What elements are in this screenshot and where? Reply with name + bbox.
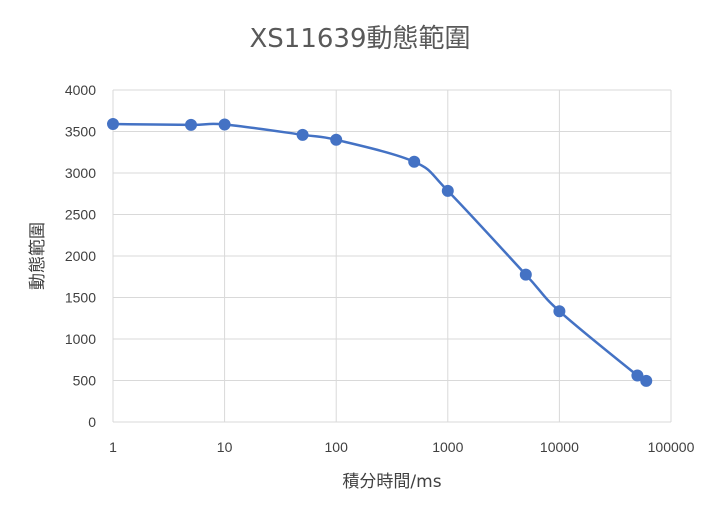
- y-tick-label: 500: [73, 373, 97, 389]
- x-axis-ticks: 1 10 100 1000 10000 100000: [109, 439, 694, 455]
- data-point: [330, 133, 343, 146]
- data-point: [296, 128, 309, 141]
- x-tick-label: 10: [217, 439, 233, 455]
- y-tick-label: 0: [88, 414, 96, 430]
- y-tick-label: 1500: [65, 290, 96, 306]
- x-tick-label: 100000: [648, 439, 695, 455]
- series-line: [112, 122, 648, 384]
- data-point: [408, 155, 421, 168]
- data-point: [441, 184, 454, 197]
- x-axis-label: 積分時間/ms: [342, 472, 441, 492]
- y-tick-label: 2500: [65, 207, 96, 223]
- x-tick-label: 1000: [432, 439, 463, 455]
- y-tick-label: 3500: [65, 124, 96, 140]
- x-tick-label: 1: [109, 439, 117, 455]
- data-point: [185, 118, 198, 131]
- y-axis-ticks: 0 500 1000 1500 2000 2500 3000 3500 4000: [65, 82, 96, 430]
- data-point: [218, 118, 231, 131]
- y-axis-label: 動態範圍: [28, 222, 48, 290]
- y-tick-label: 3000: [65, 165, 96, 181]
- data-point: [107, 118, 119, 131]
- y-tick-label: 4000: [65, 82, 96, 98]
- x-tick-label: 100: [325, 439, 349, 455]
- y-tick-label: 1000: [65, 331, 96, 347]
- x-tick-label: 10000: [540, 439, 579, 455]
- data-point: [553, 305, 566, 318]
- data-points: [107, 118, 653, 387]
- grid-layer: [112, 89, 672, 423]
- data-point: [631, 369, 644, 382]
- y-tick-label: 2000: [65, 248, 96, 264]
- data-point: [519, 268, 532, 281]
- data-point: [640, 374, 653, 387]
- chart-title: XS11639動態範圍: [249, 24, 470, 54]
